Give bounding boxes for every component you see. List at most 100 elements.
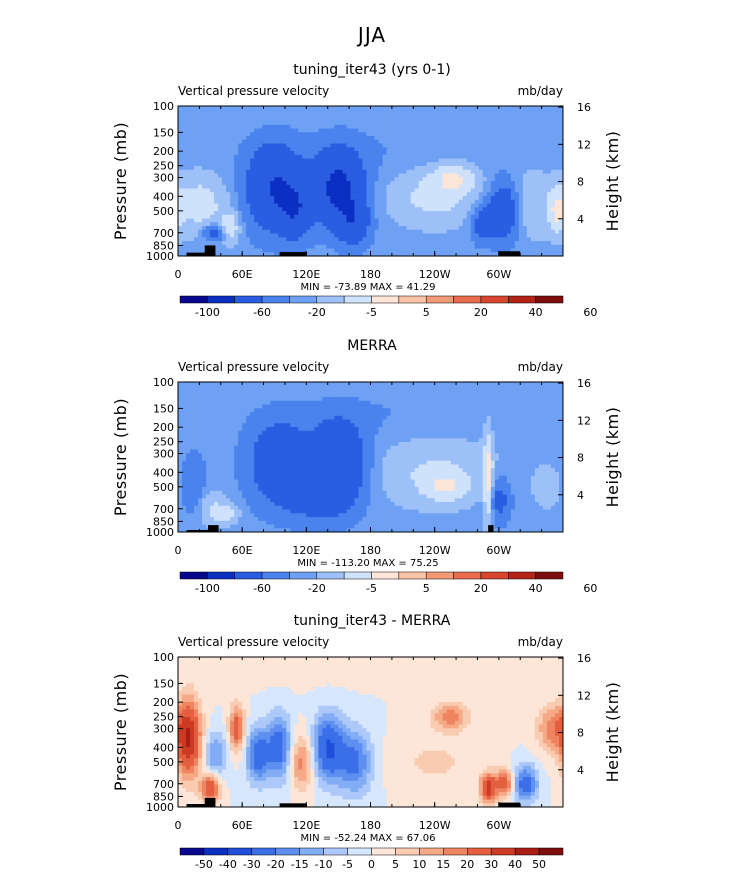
field-cell bbox=[362, 109, 367, 114]
field-cell bbox=[198, 393, 203, 398]
field-cell bbox=[230, 151, 235, 156]
field-cell bbox=[270, 162, 275, 167]
field-cell bbox=[418, 109, 424, 114]
field-cell bbox=[370, 233, 375, 238]
field-cell bbox=[262, 252, 267, 257]
field-cell bbox=[190, 244, 195, 249]
field-cell bbox=[206, 404, 211, 409]
field-cell bbox=[290, 117, 295, 122]
field-cell bbox=[338, 121, 343, 126]
field-cell bbox=[218, 109, 223, 114]
field-cell bbox=[298, 237, 303, 242]
field-cell bbox=[310, 188, 315, 193]
field-cell bbox=[350, 233, 355, 238]
field-cell bbox=[470, 106, 476, 111]
field-cell bbox=[370, 124, 375, 129]
field-cell bbox=[302, 158, 307, 163]
field-cell bbox=[202, 412, 207, 417]
field-cell bbox=[490, 207, 496, 212]
field-cell bbox=[358, 199, 363, 204]
field-cell bbox=[442, 177, 448, 182]
field-cell bbox=[206, 237, 211, 242]
field-cell bbox=[330, 143, 335, 148]
field-cell bbox=[262, 464, 267, 469]
field-cell bbox=[182, 479, 187, 484]
field-cell bbox=[294, 139, 299, 144]
field-cell bbox=[554, 181, 560, 186]
field-cell bbox=[250, 106, 255, 111]
field-cell bbox=[494, 177, 500, 182]
field-cell bbox=[318, 109, 323, 114]
field-cell bbox=[182, 460, 187, 465]
field-cell bbox=[326, 211, 331, 216]
field-cell bbox=[538, 158, 544, 163]
field-cell bbox=[258, 483, 263, 488]
field-cell bbox=[258, 128, 263, 133]
field-cell bbox=[198, 472, 203, 477]
field-cell bbox=[182, 113, 187, 118]
field-cell bbox=[186, 502, 191, 507]
field-cell bbox=[194, 404, 199, 409]
field-cell bbox=[546, 248, 552, 253]
field-cell bbox=[254, 400, 259, 405]
field-cell bbox=[310, 109, 315, 114]
field-cell bbox=[250, 196, 255, 201]
field-cell bbox=[546, 128, 552, 133]
field-cell bbox=[430, 188, 436, 193]
field-cell bbox=[330, 177, 335, 182]
field-cell bbox=[530, 244, 536, 249]
field-cell bbox=[214, 218, 219, 223]
field-cell bbox=[470, 226, 476, 231]
field-cell bbox=[446, 214, 452, 219]
field-cell bbox=[298, 207, 303, 212]
field-cell bbox=[470, 207, 476, 212]
field-cell bbox=[474, 132, 480, 137]
field-cell bbox=[246, 472, 251, 477]
field-cell bbox=[250, 524, 255, 529]
field-cell bbox=[390, 244, 395, 249]
field-cell bbox=[246, 457, 251, 462]
field-cell bbox=[466, 196, 472, 201]
field-cell bbox=[266, 520, 271, 525]
field-cell bbox=[558, 124, 564, 129]
field-cell bbox=[510, 222, 516, 227]
field-cell bbox=[510, 109, 516, 114]
field-cell bbox=[370, 203, 375, 208]
field-cell bbox=[486, 177, 492, 182]
field-cell bbox=[202, 147, 207, 152]
field-cell bbox=[242, 498, 247, 503]
field-cell bbox=[266, 524, 271, 529]
field-cell bbox=[222, 222, 227, 227]
field-cell bbox=[470, 203, 476, 208]
field-cell bbox=[298, 136, 303, 141]
field-cell bbox=[490, 124, 496, 129]
field-cell bbox=[378, 252, 383, 257]
field-cell bbox=[234, 483, 239, 488]
field-cell bbox=[386, 177, 391, 182]
field-cell bbox=[502, 229, 508, 234]
field-cell bbox=[462, 188, 468, 193]
field-cell bbox=[242, 143, 247, 148]
field-cell bbox=[286, 177, 291, 182]
field-cell bbox=[294, 162, 299, 167]
field-cell bbox=[378, 218, 383, 223]
field-cell bbox=[262, 419, 267, 424]
field-cell bbox=[190, 464, 195, 469]
field-cell bbox=[258, 442, 263, 447]
field-cell bbox=[414, 128, 420, 133]
field-cell bbox=[262, 199, 267, 204]
field-cell bbox=[238, 419, 243, 424]
field-cell bbox=[322, 143, 327, 148]
field-cell bbox=[394, 158, 399, 163]
field-cell bbox=[270, 442, 275, 447]
field-cell bbox=[538, 124, 544, 129]
field-cell bbox=[490, 181, 496, 186]
field-cell bbox=[190, 509, 195, 514]
field-cell bbox=[426, 151, 432, 156]
field-cell bbox=[202, 113, 207, 118]
field-cell bbox=[346, 226, 351, 231]
field-cell bbox=[318, 158, 323, 163]
field-cell bbox=[186, 415, 191, 420]
field-cell bbox=[238, 147, 243, 152]
field-cell bbox=[238, 158, 243, 163]
